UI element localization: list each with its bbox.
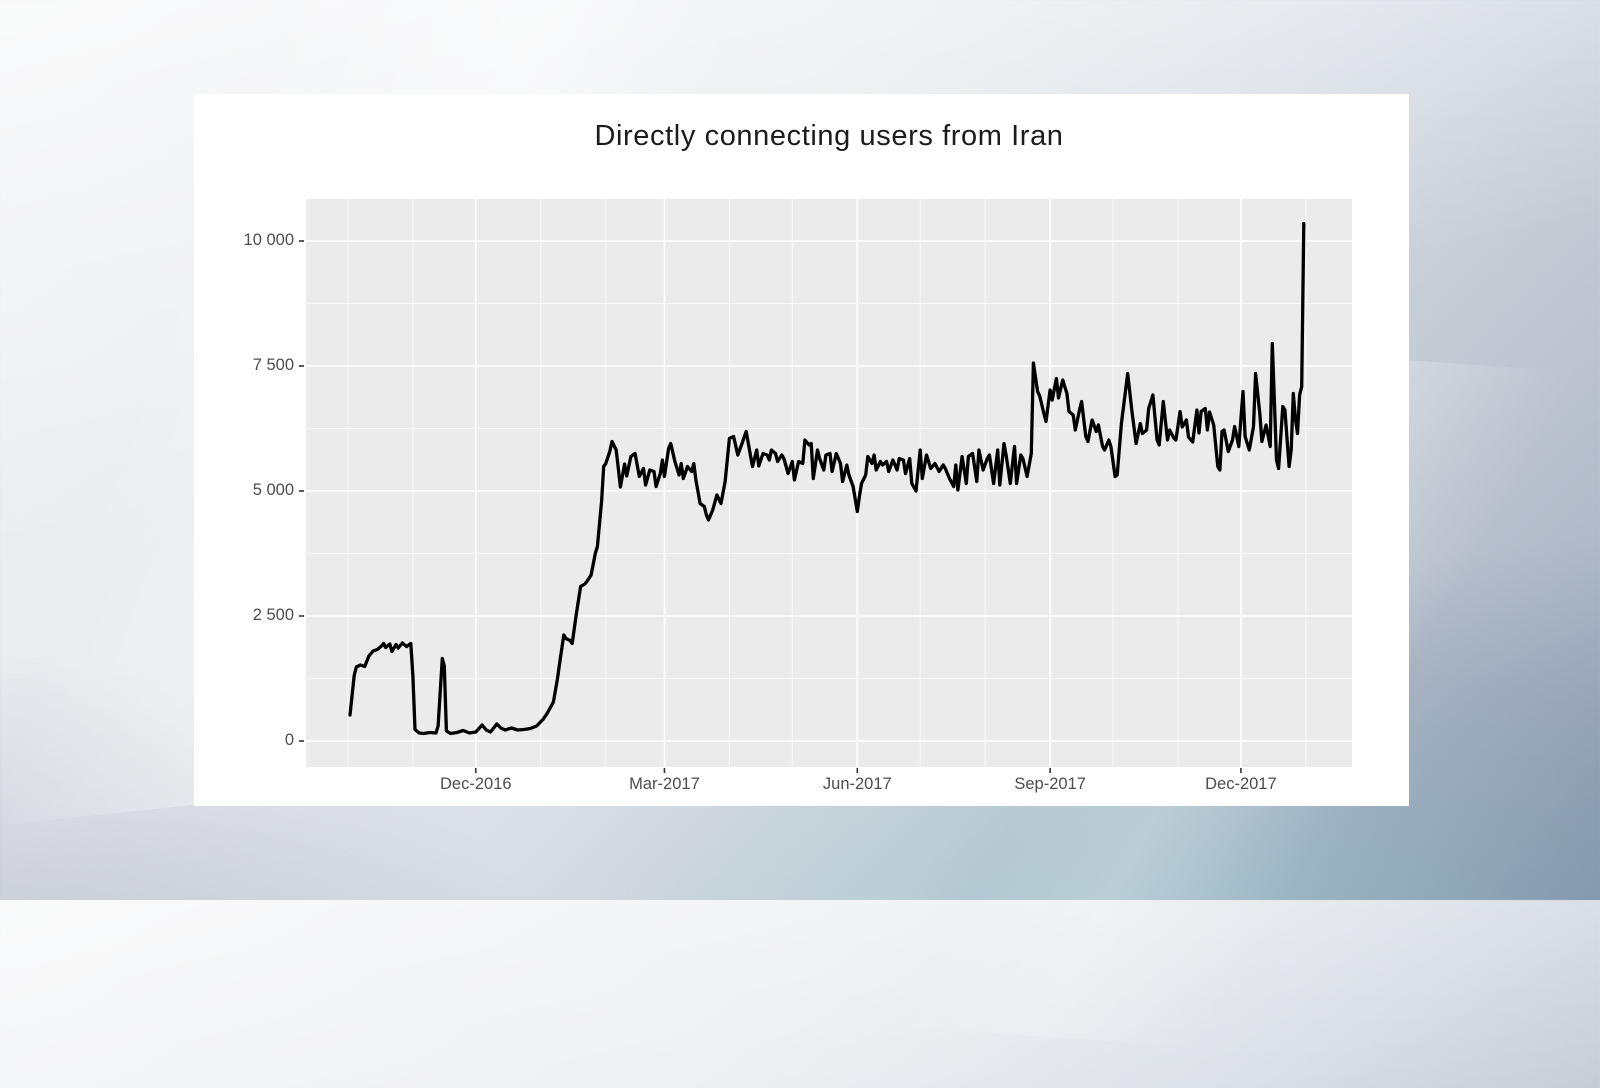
x-tick-label: Sep-2017 bbox=[1014, 775, 1086, 793]
x-tick-label: Jun-2017 bbox=[822, 775, 892, 793]
y-tick-label: 5 000 bbox=[252, 481, 294, 499]
x-tick-label: Dec-2016 bbox=[440, 775, 512, 793]
x-tick-label: Mar-2017 bbox=[629, 775, 700, 793]
plot-area bbox=[306, 199, 1352, 767]
chart-title: Directly connecting users from Iran bbox=[594, 120, 1064, 152]
y-tick-label: 7 500 bbox=[252, 356, 294, 374]
y-tick-label: 10 000 bbox=[243, 231, 294, 249]
y-tick-label: 2 500 bbox=[252, 606, 294, 624]
y-tick-label: 0 bbox=[284, 731, 294, 749]
x-tick-label: Dec-2017 bbox=[1205, 775, 1277, 793]
